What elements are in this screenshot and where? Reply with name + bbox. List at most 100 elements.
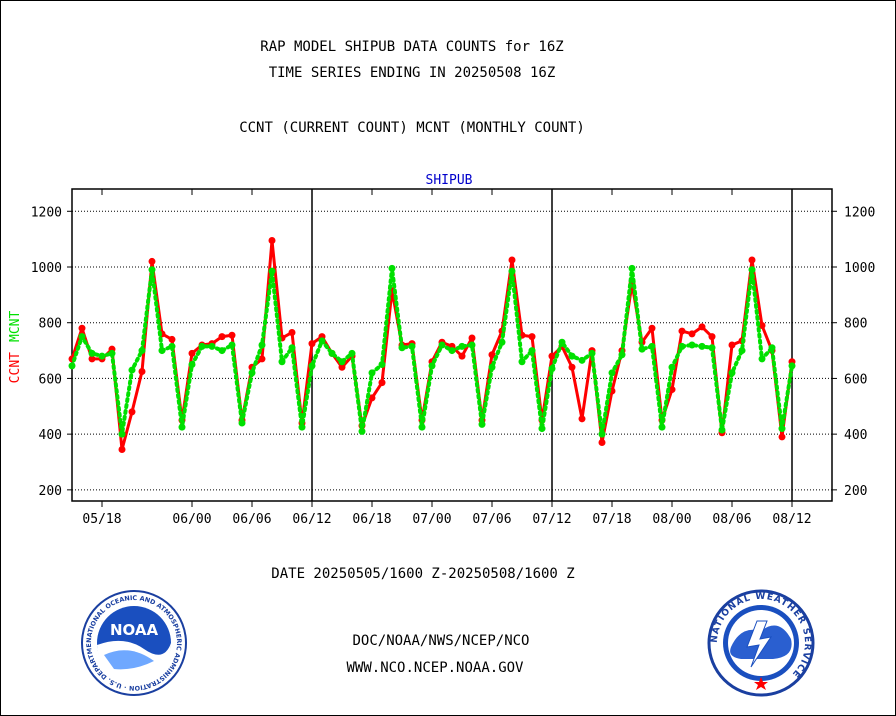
data-point-mcnt — [298, 423, 306, 431]
x-tick-label: 08/00 — [652, 512, 691, 527]
url-line: WWW.NCO.NCEP.NOAA.GOV — [346, 660, 524, 676]
y-tick-label-left: 400 — [39, 428, 62, 443]
data-point-ccnt — [338, 363, 346, 371]
y-tick-label-right: 200 — [844, 484, 867, 499]
data-point-mcnt — [128, 366, 136, 374]
data-point-ccnt — [688, 330, 696, 338]
y-axis-label-mcnt: MCNT — [8, 311, 23, 342]
data-point-mcnt — [388, 264, 396, 272]
data-point-mcnt — [738, 347, 746, 355]
data-point-mcnt — [778, 425, 786, 433]
data-point-mcnt — [258, 341, 266, 349]
data-point-mcnt — [308, 362, 316, 370]
data-point-ccnt — [598, 439, 606, 446]
data-point-mcnt — [768, 344, 776, 352]
data-point-ccnt — [288, 328, 296, 336]
data-point-ccnt — [708, 333, 716, 341]
data-point-mcnt — [488, 363, 496, 371]
data-point-mcnt — [118, 430, 126, 438]
data-point-mcnt — [578, 356, 586, 364]
data-point-ccnt — [528, 333, 536, 341]
data-point-mcnt — [328, 349, 336, 357]
data-point-mcnt — [108, 349, 116, 357]
chart-subtitle: TIME SERIES ENDING IN 20250508 16Z — [269, 65, 556, 81]
data-point-mcnt — [148, 266, 156, 274]
data-point-mcnt — [78, 333, 86, 341]
data-point-mcnt — [358, 427, 366, 435]
y-tick-label-right: 1200 — [844, 205, 875, 220]
data-point-mcnt — [68, 362, 76, 370]
y-tick-label-left: 600 — [39, 372, 62, 387]
data-point-mcnt — [458, 342, 466, 350]
data-point-ccnt — [508, 256, 516, 264]
data-point-mcnt — [228, 341, 236, 349]
data-point-ccnt — [648, 324, 656, 332]
data-point-mcnt — [498, 338, 506, 346]
data-point-ccnt — [748, 256, 756, 264]
data-point-mcnt — [348, 349, 356, 357]
data-point-mcnt — [568, 352, 576, 360]
data-point-mcnt — [478, 420, 486, 428]
data-point-ccnt — [468, 334, 476, 342]
data-point-mcnt — [468, 341, 476, 349]
data-point-mcnt — [218, 347, 226, 355]
data-point-mcnt — [698, 342, 706, 350]
data-point-ccnt — [698, 323, 706, 331]
data-point-mcnt — [718, 426, 726, 434]
data-point-mcnt — [678, 342, 686, 350]
data-point-mcnt — [618, 351, 626, 359]
data-point-mcnt — [408, 342, 416, 350]
data-point-ccnt — [378, 379, 386, 387]
data-point-mcnt — [418, 423, 426, 431]
noaa-logo: NOAA NATIONAL OCEANIC AND ATMOSPHERIC AD… — [81, 590, 187, 696]
data-point-mcnt — [548, 365, 556, 373]
x-tick-label: 07/06 — [472, 512, 511, 527]
data-point-mcnt — [428, 362, 436, 370]
data-point-mcnt — [758, 355, 766, 363]
y-tick-label-right: 600 — [844, 372, 867, 387]
data-point-mcnt — [248, 369, 256, 377]
x-tick-label: 07/12 — [532, 512, 571, 527]
y-tick-label-right: 1000 — [844, 261, 875, 276]
data-point-mcnt — [558, 338, 566, 346]
x-tick-label: 07/18 — [592, 512, 631, 527]
y-axis-label-ccnt: CCNT — [8, 352, 23, 383]
data-point-mcnt — [198, 342, 206, 350]
x-tick-label: 08/12 — [772, 512, 811, 527]
data-point-ccnt — [778, 433, 786, 441]
y-tick-label-right: 800 — [844, 317, 867, 332]
legend-description: CCNT (CURRENT COUNT) MCNT (MONTHLY COUNT… — [239, 120, 585, 136]
data-point-mcnt — [208, 342, 216, 350]
x-tick-label: 07/00 — [412, 512, 451, 527]
data-point-ccnt — [88, 355, 96, 363]
data-point-mcnt — [338, 358, 346, 366]
data-point-mcnt — [168, 342, 176, 350]
y-tick-label-left: 800 — [39, 317, 62, 332]
data-point-ccnt — [458, 352, 466, 360]
data-point-mcnt — [398, 344, 406, 352]
data-point-mcnt — [448, 347, 456, 355]
y-tick-label-left: 200 — [39, 484, 62, 499]
data-point-mcnt — [138, 347, 146, 355]
data-point-mcnt — [708, 344, 716, 352]
series-layer — [68, 237, 796, 453]
data-point-mcnt — [658, 423, 666, 431]
data-point-mcnt — [98, 352, 106, 360]
y-tick-label-left: 1200 — [31, 205, 62, 220]
data-point-mcnt — [288, 344, 296, 352]
data-point-mcnt — [788, 362, 796, 370]
data-point-ccnt — [78, 324, 86, 332]
data-point-mcnt — [638, 345, 646, 353]
data-point-ccnt — [308, 340, 316, 348]
data-point-mcnt — [598, 430, 606, 438]
org-line: DOC/NOAA/NWS/NCEP/NCO — [352, 633, 529, 649]
data-point-mcnt — [628, 264, 636, 272]
data-point-mcnt — [748, 266, 756, 274]
data-point-ccnt — [258, 355, 266, 363]
plot-frame — [71, 188, 833, 502]
nws-logo: NATIONAL WEATHER SERVICE — [707, 589, 815, 697]
data-point-ccnt — [188, 349, 196, 357]
data-point-ccnt — [128, 408, 136, 416]
data-point-ccnt — [568, 363, 576, 371]
